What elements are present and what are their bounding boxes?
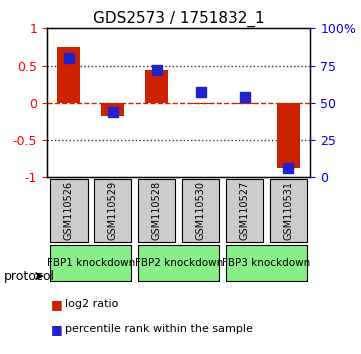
Bar xyxy=(277,103,300,169)
FancyBboxPatch shape xyxy=(50,179,88,242)
FancyBboxPatch shape xyxy=(50,245,131,281)
Text: GSM110527: GSM110527 xyxy=(240,181,249,240)
Text: log2 ratio: log2 ratio xyxy=(65,299,118,309)
Text: GSM110526: GSM110526 xyxy=(64,181,74,240)
FancyBboxPatch shape xyxy=(270,179,307,242)
Text: percentile rank within the sample: percentile rank within the sample xyxy=(65,324,253,334)
Bar xyxy=(101,103,124,116)
Title: GDS2573 / 1751832_1: GDS2573 / 1751832_1 xyxy=(93,11,265,27)
Text: GSM110528: GSM110528 xyxy=(152,181,162,240)
Text: ■: ■ xyxy=(51,298,62,311)
Bar xyxy=(57,47,81,103)
Bar xyxy=(145,70,168,103)
FancyBboxPatch shape xyxy=(226,245,307,281)
Text: protocol: protocol xyxy=(4,270,55,282)
Text: GSM110531: GSM110531 xyxy=(283,181,293,240)
FancyBboxPatch shape xyxy=(94,179,131,242)
Text: GSM110529: GSM110529 xyxy=(108,181,118,240)
Text: GSM110530: GSM110530 xyxy=(196,181,206,240)
Text: FBP3 knockdown: FBP3 knockdown xyxy=(222,258,311,268)
Text: FBP1 knockdown: FBP1 knockdown xyxy=(47,258,135,268)
Bar xyxy=(189,103,212,104)
Bar xyxy=(233,103,256,104)
FancyBboxPatch shape xyxy=(138,179,175,242)
Text: ■: ■ xyxy=(51,323,62,336)
FancyBboxPatch shape xyxy=(226,179,263,242)
FancyBboxPatch shape xyxy=(182,179,219,242)
FancyBboxPatch shape xyxy=(138,245,219,281)
Text: FBP2 knockdown: FBP2 knockdown xyxy=(135,258,223,268)
